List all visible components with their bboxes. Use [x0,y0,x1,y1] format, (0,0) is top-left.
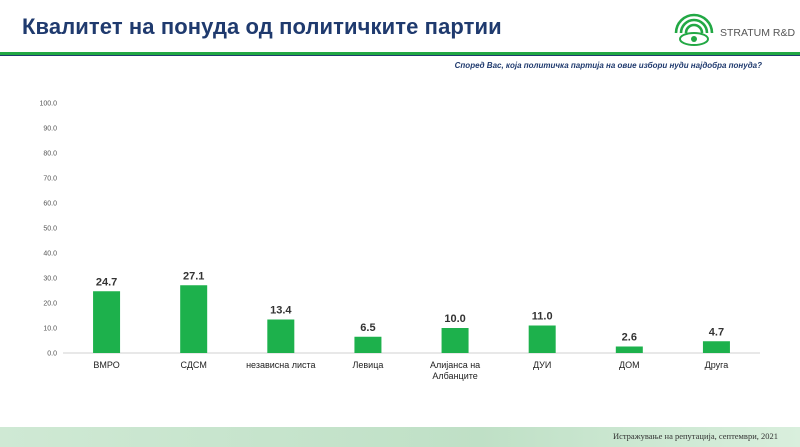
bar-value-label: 4.7 [709,326,724,338]
category-label: СДСМ [181,360,207,370]
category-label: Алијанса на [430,360,480,370]
bar-value-label: 13.4 [270,305,292,317]
y-tick-label: 100.0 [39,101,57,108]
bar [528,325,556,353]
y-tick-label: 10.0 [43,326,57,333]
bar [93,291,121,353]
bar [615,346,643,353]
y-tick-label: 90.0 [43,126,57,133]
bar-value-label: 2.6 [622,332,637,344]
y-tick-label: 40.0 [43,251,57,258]
category-label: Друга [705,360,729,370]
bar [702,341,730,353]
category-label: независна листа [246,360,316,370]
category-label: ДУИ [533,360,551,370]
header-divider-blue [0,55,800,56]
y-tick-label: 0.0 [47,351,57,358]
category-label: Левица [352,360,383,370]
bar [180,285,208,353]
category-label: ВМРО [93,360,119,370]
stratum-logo: STRATUM R&D [668,3,800,49]
bar [354,336,382,353]
bar-value-label: 24.7 [96,276,117,288]
bar-value-label: 10.0 [444,313,465,325]
y-tick-label: 80.0 [43,151,57,158]
y-tick-label: 30.0 [43,276,57,283]
category-labels: ВМРО СДСМ независна листа Левица Алијанса на… [93,360,728,381]
bar-value-label: 27.1 [183,270,204,282]
bar-value-label: 11.0 [532,311,553,323]
y-tick-label: 50.0 [43,226,57,233]
category-label: Албанците [432,371,477,381]
category-label: ДОМ [619,360,640,370]
footer-source: Истражување на репутација, септември, 20… [612,431,778,441]
bar-value-label: 6.5 [360,322,375,334]
bar [441,328,469,353]
survey-question: Според Вас, која политичка партија на ов… [454,61,762,70]
bars-group [93,285,730,353]
y-tick-label: 70.0 [43,176,57,183]
page-title: Квалитет на понуда од политичките партии [22,14,502,39]
y-tick-label: 60.0 [43,201,57,208]
y-tick-label: 20.0 [43,301,57,308]
y-axis: 0.0 10.0 20.0 30.0 40.0 50.0 60.0 70.0 80.0 90.0 1… [39,101,57,358]
header-divider-green [0,52,800,55]
stratum-logo-icon [674,13,714,46]
value-labels: 24.7 27.1 13.4 6.5 10.0 11.0 2.6 4.7 [96,270,724,343]
footer-bar [0,427,800,447]
logo-text: STRATUM R&D [720,27,796,39]
bar [267,319,295,353]
